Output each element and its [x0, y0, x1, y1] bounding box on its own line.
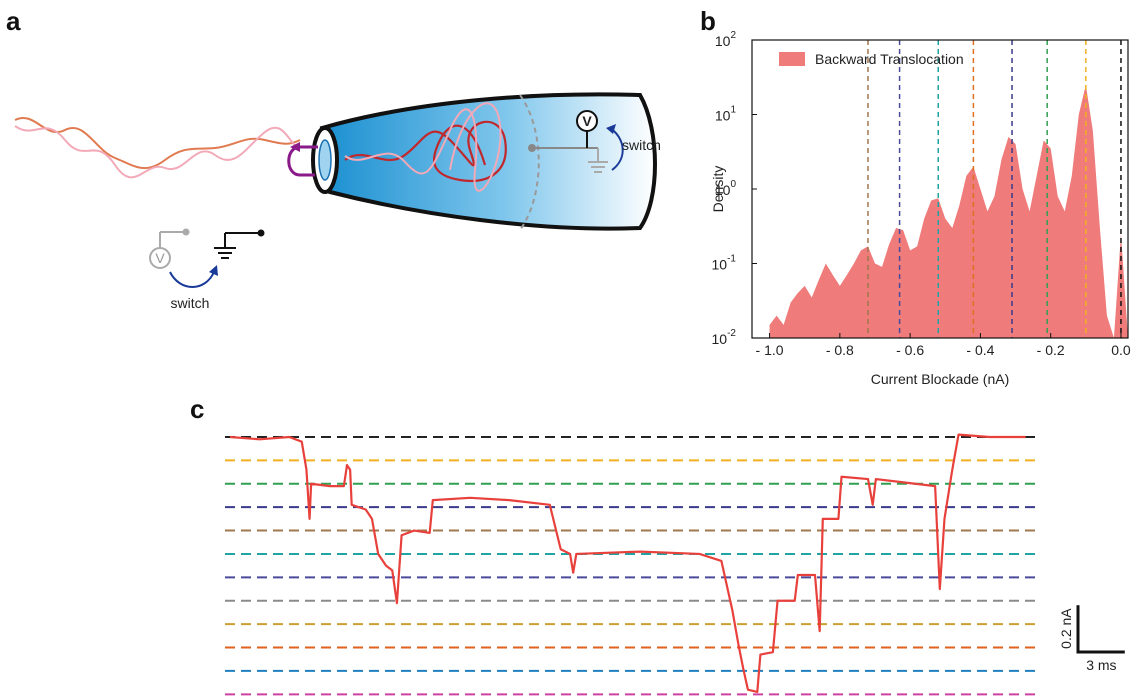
electrode-tip [528, 144, 536, 152]
tick-base: 10 [715, 33, 731, 49]
y-tick-label: 10-1 [712, 254, 737, 273]
y-tick-label: 102 [715, 30, 737, 49]
tick-base: 10 [715, 108, 731, 124]
dna-strand [14, 117, 301, 170]
dna-coil [344, 120, 507, 183]
tick-exponent: 2 [730, 30, 736, 41]
switch-label: switch [622, 137, 661, 153]
tick-exponent: -2 [727, 328, 736, 339]
arrow-head [290, 142, 300, 152]
x-axis-title: Current Blockade (nA) [871, 371, 1010, 387]
x-tick-label: - 0.8 [826, 342, 854, 358]
tick-exponent: 0 [730, 179, 736, 190]
x-tick-label: 0.0 [1111, 342, 1131, 358]
tick-base: 10 [712, 331, 728, 347]
tick-exponent: 1 [730, 105, 736, 116]
y-tick-label: 101 [715, 105, 737, 124]
x-tick-label: - 1.0 [756, 342, 784, 358]
legend-swatch [779, 52, 805, 66]
legend-label: Backward Translocation [815, 51, 964, 67]
panel-label: c [190, 394, 204, 424]
panel-label: a [6, 6, 21, 36]
x-tick-label: - 0.2 [1037, 342, 1065, 358]
switch-arrow-head [209, 265, 218, 276]
y-tick-label: 100 [715, 179, 737, 198]
pore-inner [318, 139, 332, 181]
scale-bar-y-label: 0.2 nA [1058, 608, 1074, 649]
meter-label: V [155, 250, 165, 266]
meter-label: V [582, 113, 592, 129]
pipette-edge [519, 94, 540, 231]
x-tick-label: - 0.4 [966, 342, 994, 358]
density-area [769, 84, 1128, 338]
current-trace [229, 433, 1026, 694]
voltmeter [149, 247, 171, 269]
scale-bar-x-label: 3 ms [1086, 657, 1116, 673]
y-tick-label: 10-2 [712, 328, 737, 347]
y-axis-title: Density [710, 166, 726, 213]
panel-label: b [700, 6, 716, 36]
nanopore-diagram: V switch V switch [14, 92, 661, 311]
switch-contact [182, 228, 190, 236]
switch-arrow [169, 271, 215, 288]
dna-strand [14, 125, 301, 179]
dna-coil [344, 102, 502, 192]
switch-contact [257, 229, 265, 237]
voltmeter [576, 110, 598, 132]
switch-arrow-head [606, 124, 616, 134]
x-tick-label: - 0.6 [896, 342, 924, 358]
tick-base: 10 [715, 182, 731, 198]
tick-exponent: -1 [727, 254, 736, 265]
tick-base: 10 [712, 257, 728, 273]
pipette [319, 92, 657, 231]
switch-label: switch [171, 295, 210, 311]
